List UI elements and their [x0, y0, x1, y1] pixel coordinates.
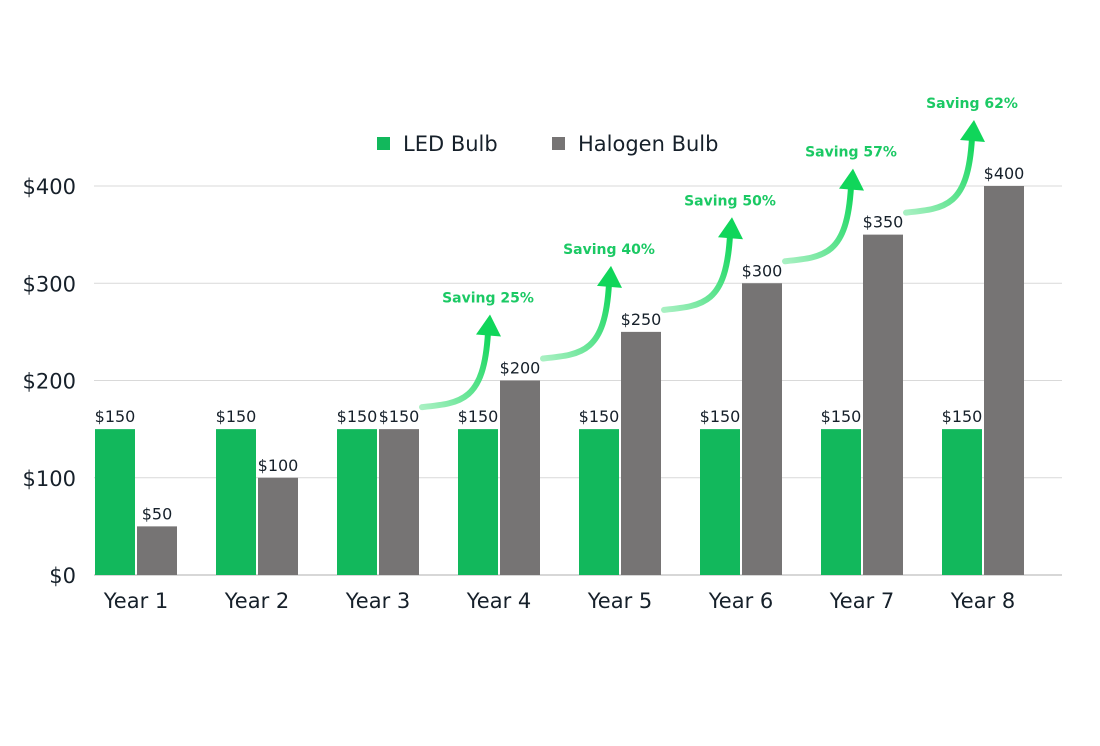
legend: LED Bulb Halogen Bulb	[377, 132, 718, 156]
x-tick-label: Year 4	[466, 589, 532, 613]
y-tick-label: $300	[23, 272, 76, 296]
data-label: $150	[216, 407, 257, 426]
legend-item-halogen: Halogen Bulb	[552, 132, 718, 156]
halogen-bar	[258, 477, 298, 575]
y-tick-label: $100	[23, 467, 76, 491]
led-bar	[458, 429, 498, 575]
data-label: $350	[863, 213, 904, 232]
saving-annotation: Saving 62%	[926, 96, 1018, 112]
data-label: $150	[821, 407, 862, 426]
arrow-shaft	[540, 280, 612, 362]
data-label: $150	[458, 407, 499, 426]
halogen-bar	[984, 186, 1024, 575]
saving-arrow	[903, 120, 985, 216]
led-bar	[700, 429, 740, 575]
x-tick-label: Year 5	[587, 589, 653, 613]
saving-arrows: Saving 25% Saving 40% Saving 50% Saving 57%…	[419, 96, 1018, 411]
data-label: $50	[142, 504, 173, 523]
legend-swatch	[377, 137, 390, 150]
halogen-bar	[137, 526, 177, 575]
halogen-bar	[500, 380, 540, 575]
x-tick-label: Year 7	[829, 589, 895, 613]
led-bar	[95, 429, 135, 575]
saving-annotation: Saving 25%	[442, 291, 534, 307]
legend-label: LED Bulb	[403, 132, 498, 156]
arrow-shaft	[782, 183, 854, 265]
arrow-head	[597, 265, 622, 288]
arrow-shaft	[903, 135, 975, 216]
legend-item-led: LED Bulb	[377, 132, 498, 156]
bars	[95, 186, 1024, 575]
data-label: $300	[742, 261, 783, 280]
saving-annotation: Saving 50%	[684, 193, 776, 209]
saving-arrow	[661, 217, 743, 313]
y-tick-label: $400	[23, 175, 76, 199]
arrow-head	[960, 120, 985, 142]
y-tick-label: $0	[49, 564, 76, 588]
saving-arrow	[419, 314, 501, 411]
halogen-bar	[742, 283, 782, 575]
arrow-head	[476, 314, 501, 337]
data-label: $150	[579, 407, 620, 426]
saving-arrow	[782, 168, 864, 265]
arrow-head	[839, 168, 864, 191]
saving-arrow	[540, 265, 622, 362]
x-axis: Year 1 Year 2 Year 3 Year 4 Year 5 Year 6 Year…	[103, 589, 1016, 613]
data-label: $250	[621, 310, 662, 329]
y-axis: $0 $100 $200 $300 $400	[23, 175, 76, 588]
data-label: $150	[942, 407, 983, 426]
halogen-bar	[379, 429, 419, 575]
led-bar	[942, 429, 982, 575]
y-tick-label: $200	[23, 370, 76, 394]
saving-annotation: Saving 57%	[805, 145, 897, 161]
halogen-bar	[621, 331, 661, 575]
x-tick-label: Year 8	[950, 589, 1016, 613]
legend-swatch	[552, 137, 565, 150]
data-label: $150	[337, 407, 378, 426]
x-tick-label: Year 6	[708, 589, 774, 613]
led-bar	[337, 429, 377, 575]
arrow-shaft	[419, 329, 491, 411]
led-bar	[821, 429, 861, 575]
data-label: $150	[700, 407, 741, 426]
x-tick-label: Year 2	[224, 589, 290, 613]
data-label: $150	[379, 407, 420, 426]
legend-label: Halogen Bulb	[578, 132, 718, 156]
data-label: $200	[500, 359, 541, 378]
led-bar	[579, 429, 619, 575]
data-label: $100	[258, 456, 299, 475]
arrow-shaft	[661, 232, 733, 313]
led-bar	[216, 429, 256, 575]
saving-annotation: Saving 40%	[563, 242, 655, 258]
data-label: $400	[984, 164, 1025, 183]
data-label: $150	[95, 407, 136, 426]
data-labels: $150$50$150$100$150 $150 $150$200$150$250$…	[95, 164, 1025, 523]
arrow-head	[718, 217, 743, 240]
x-tick-label: Year 3	[345, 589, 411, 613]
halogen-bar	[863, 234, 903, 575]
x-tick-label: Year 1	[103, 589, 169, 613]
